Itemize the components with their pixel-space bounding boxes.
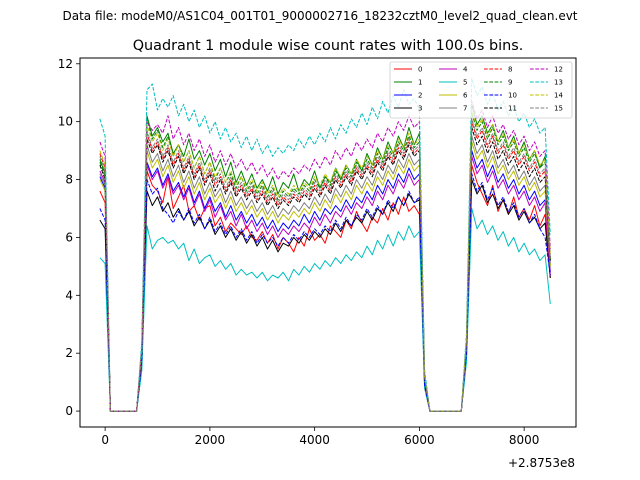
legend-label-6: 6 [463, 92, 468, 100]
legend-label-15: 15 [554, 105, 563, 113]
series-line-6 [99, 141, 551, 412]
legend-label-5: 5 [463, 79, 467, 87]
series-line-9 [99, 112, 551, 412]
y-axis: 0 2 4 6 8 10 12 [58, 57, 80, 418]
series-line-7 [99, 135, 551, 412]
chart-title: Quadrant 1 module wise count rates with … [133, 38, 524, 54]
y-tick-label: 2 [65, 346, 73, 360]
suptitle: Data file: modeM0/AS1C04_001T01_90000027… [62, 9, 577, 23]
series-line-10 [99, 173, 551, 412]
legend-label-10: 10 [508, 92, 517, 100]
legend-label-9: 9 [508, 79, 512, 87]
x-offset-label: +2.8753e8 [508, 456, 575, 470]
y-tick-label: 10 [58, 115, 73, 129]
axes-frame [79, 57, 577, 428]
legend-label-3: 3 [418, 105, 422, 113]
series-line-3 [99, 179, 551, 412]
series-line-15 [99, 118, 551, 412]
y-tick-label: 12 [58, 57, 73, 71]
legend-label-13: 13 [554, 79, 563, 87]
series-line-13 [99, 77, 551, 412]
legend-label-11: 11 [508, 105, 517, 113]
series-line-0 [99, 164, 551, 412]
legend-label-0: 0 [418, 66, 422, 74]
legend-box [389, 61, 573, 119]
series-line-11 [99, 127, 551, 412]
legend-label-1: 1 [418, 79, 422, 87]
legend-label-8: 8 [508, 66, 512, 74]
x-tick-label: 2000 [195, 433, 226, 447]
series-line-5 [99, 208, 551, 412]
x-tick-label: 0 [101, 433, 109, 447]
legend-label-2: 2 [418, 92, 422, 100]
legend-label-12: 12 [554, 66, 563, 74]
x-tick-label: 4000 [299, 433, 330, 447]
y-tick-label: 6 [65, 230, 73, 244]
x-tick-label: 6000 [404, 433, 435, 447]
legend-label-4: 4 [463, 66, 468, 74]
x-tick-label: 8000 [509, 433, 540, 447]
series-line-4 [99, 155, 551, 412]
series-line-2 [99, 150, 551, 412]
x-axis: 0 2000 4000 6000 8000 [101, 427, 539, 447]
y-tick-label: 8 [65, 173, 73, 187]
series-line-8 [99, 121, 551, 412]
y-tick-label: 4 [65, 288, 73, 302]
legend-label-7: 7 [463, 105, 467, 113]
y-tick-label: 0 [65, 404, 73, 418]
legend-label-14: 14 [554, 92, 563, 100]
plot-lines [99, 77, 551, 412]
